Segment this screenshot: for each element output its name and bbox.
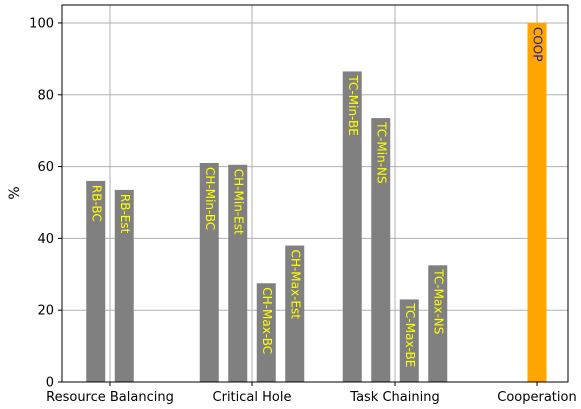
plot-frame (61, 4, 569, 383)
y-tick-label: 40 (37, 232, 54, 247)
y-tick-label: 80 (37, 88, 54, 103)
x-tick-label: Resource Balancing (46, 390, 174, 405)
grid-lines (62, 5, 568, 383)
bars: RB-BC RB-Est CH-Min-BC CH-Min-Est CH-Max-BC C… (86, 22, 547, 382)
y-axis-label: % (7, 186, 23, 199)
bar (285, 245, 305, 382)
bar-label: CH-Min-BC (203, 167, 217, 230)
bar-label: CH-Max-BC (260, 287, 274, 354)
bar (256, 283, 276, 382)
bar-label: TC-Max-BE (403, 302, 417, 367)
bar (199, 162, 219, 382)
bar-label: COOP (531, 27, 545, 62)
bar (86, 180, 106, 382)
bar-label: RB-BC (89, 185, 103, 222)
bar (228, 164, 248, 382)
bar-label: RB-Est (118, 194, 132, 234)
y-tick-label: 20 (37, 304, 54, 319)
bar-label: CH-Min-Est (231, 169, 245, 235)
ticks: 0 20 40 60 80 100 Resource Balancing Critical H… (29, 16, 577, 405)
bar (527, 22, 547, 382)
x-tick-label: Critical Hole (213, 390, 292, 405)
y-tick-label: 100 (29, 16, 54, 31)
bar (114, 189, 134, 382)
bar (342, 71, 362, 382)
bar-label: TC-Min-NS (374, 121, 388, 184)
bar-label: TC-Max-NS (431, 268, 445, 334)
bar-label: CH-Max-Est (288, 250, 302, 320)
x-tick-label: Cooperation (497, 390, 576, 405)
bar (428, 265, 448, 382)
bar (399, 299, 419, 382)
y-tick-label: 0 (46, 376, 54, 391)
bar (371, 118, 391, 382)
bar-label: TC-Min-BE (346, 74, 360, 135)
x-tick-label: Task Chaining (349, 390, 439, 405)
y-tick-label: 60 (37, 160, 54, 175)
axes-frame (61, 4, 569, 383)
